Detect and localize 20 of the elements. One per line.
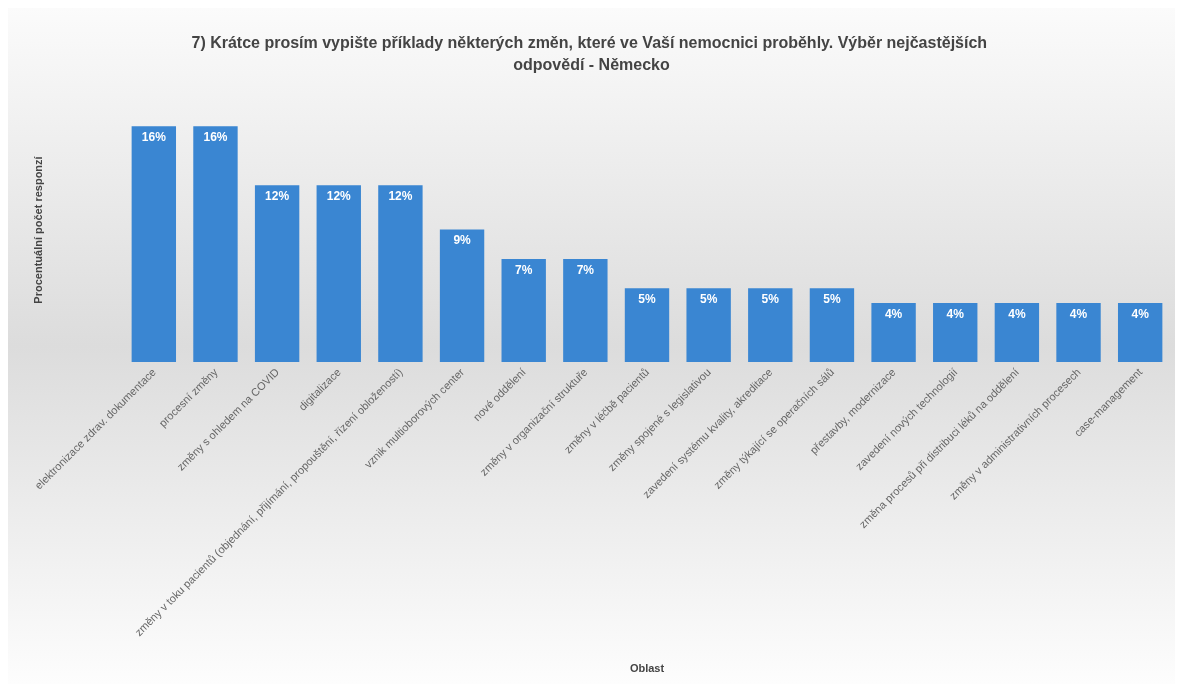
data-label: 12% [326,189,352,204]
data-label: 9% [453,233,472,248]
data-label: 16% [141,130,167,145]
data-label: 5% [761,292,780,307]
data-label: 12% [388,189,413,204]
chart-title: 7) Krátce prosím vypište příklady některých změn, které ve Vaší nemocnici proběhly. Výběr nejčastějších odpovědí - Německo [191,33,992,73]
data-label: 7% [576,262,595,277]
data-label: 16% [203,130,228,145]
x-axis-title: Oblast [629,661,665,674]
data-label: 12% [265,189,290,204]
data-label: 4% [946,307,965,322]
data-label: 5% [699,292,718,307]
data-label: 4% [1008,307,1026,322]
data-label: 7% [515,262,533,277]
data-label: 4% [1069,307,1088,322]
data-label: 5% [638,292,656,307]
data-label: 4% [1131,307,1150,322]
data-label: 4% [884,307,903,322]
data-label: 5% [823,292,841,307]
y-axis-title: Procentuální počet responzí [31,155,44,304]
